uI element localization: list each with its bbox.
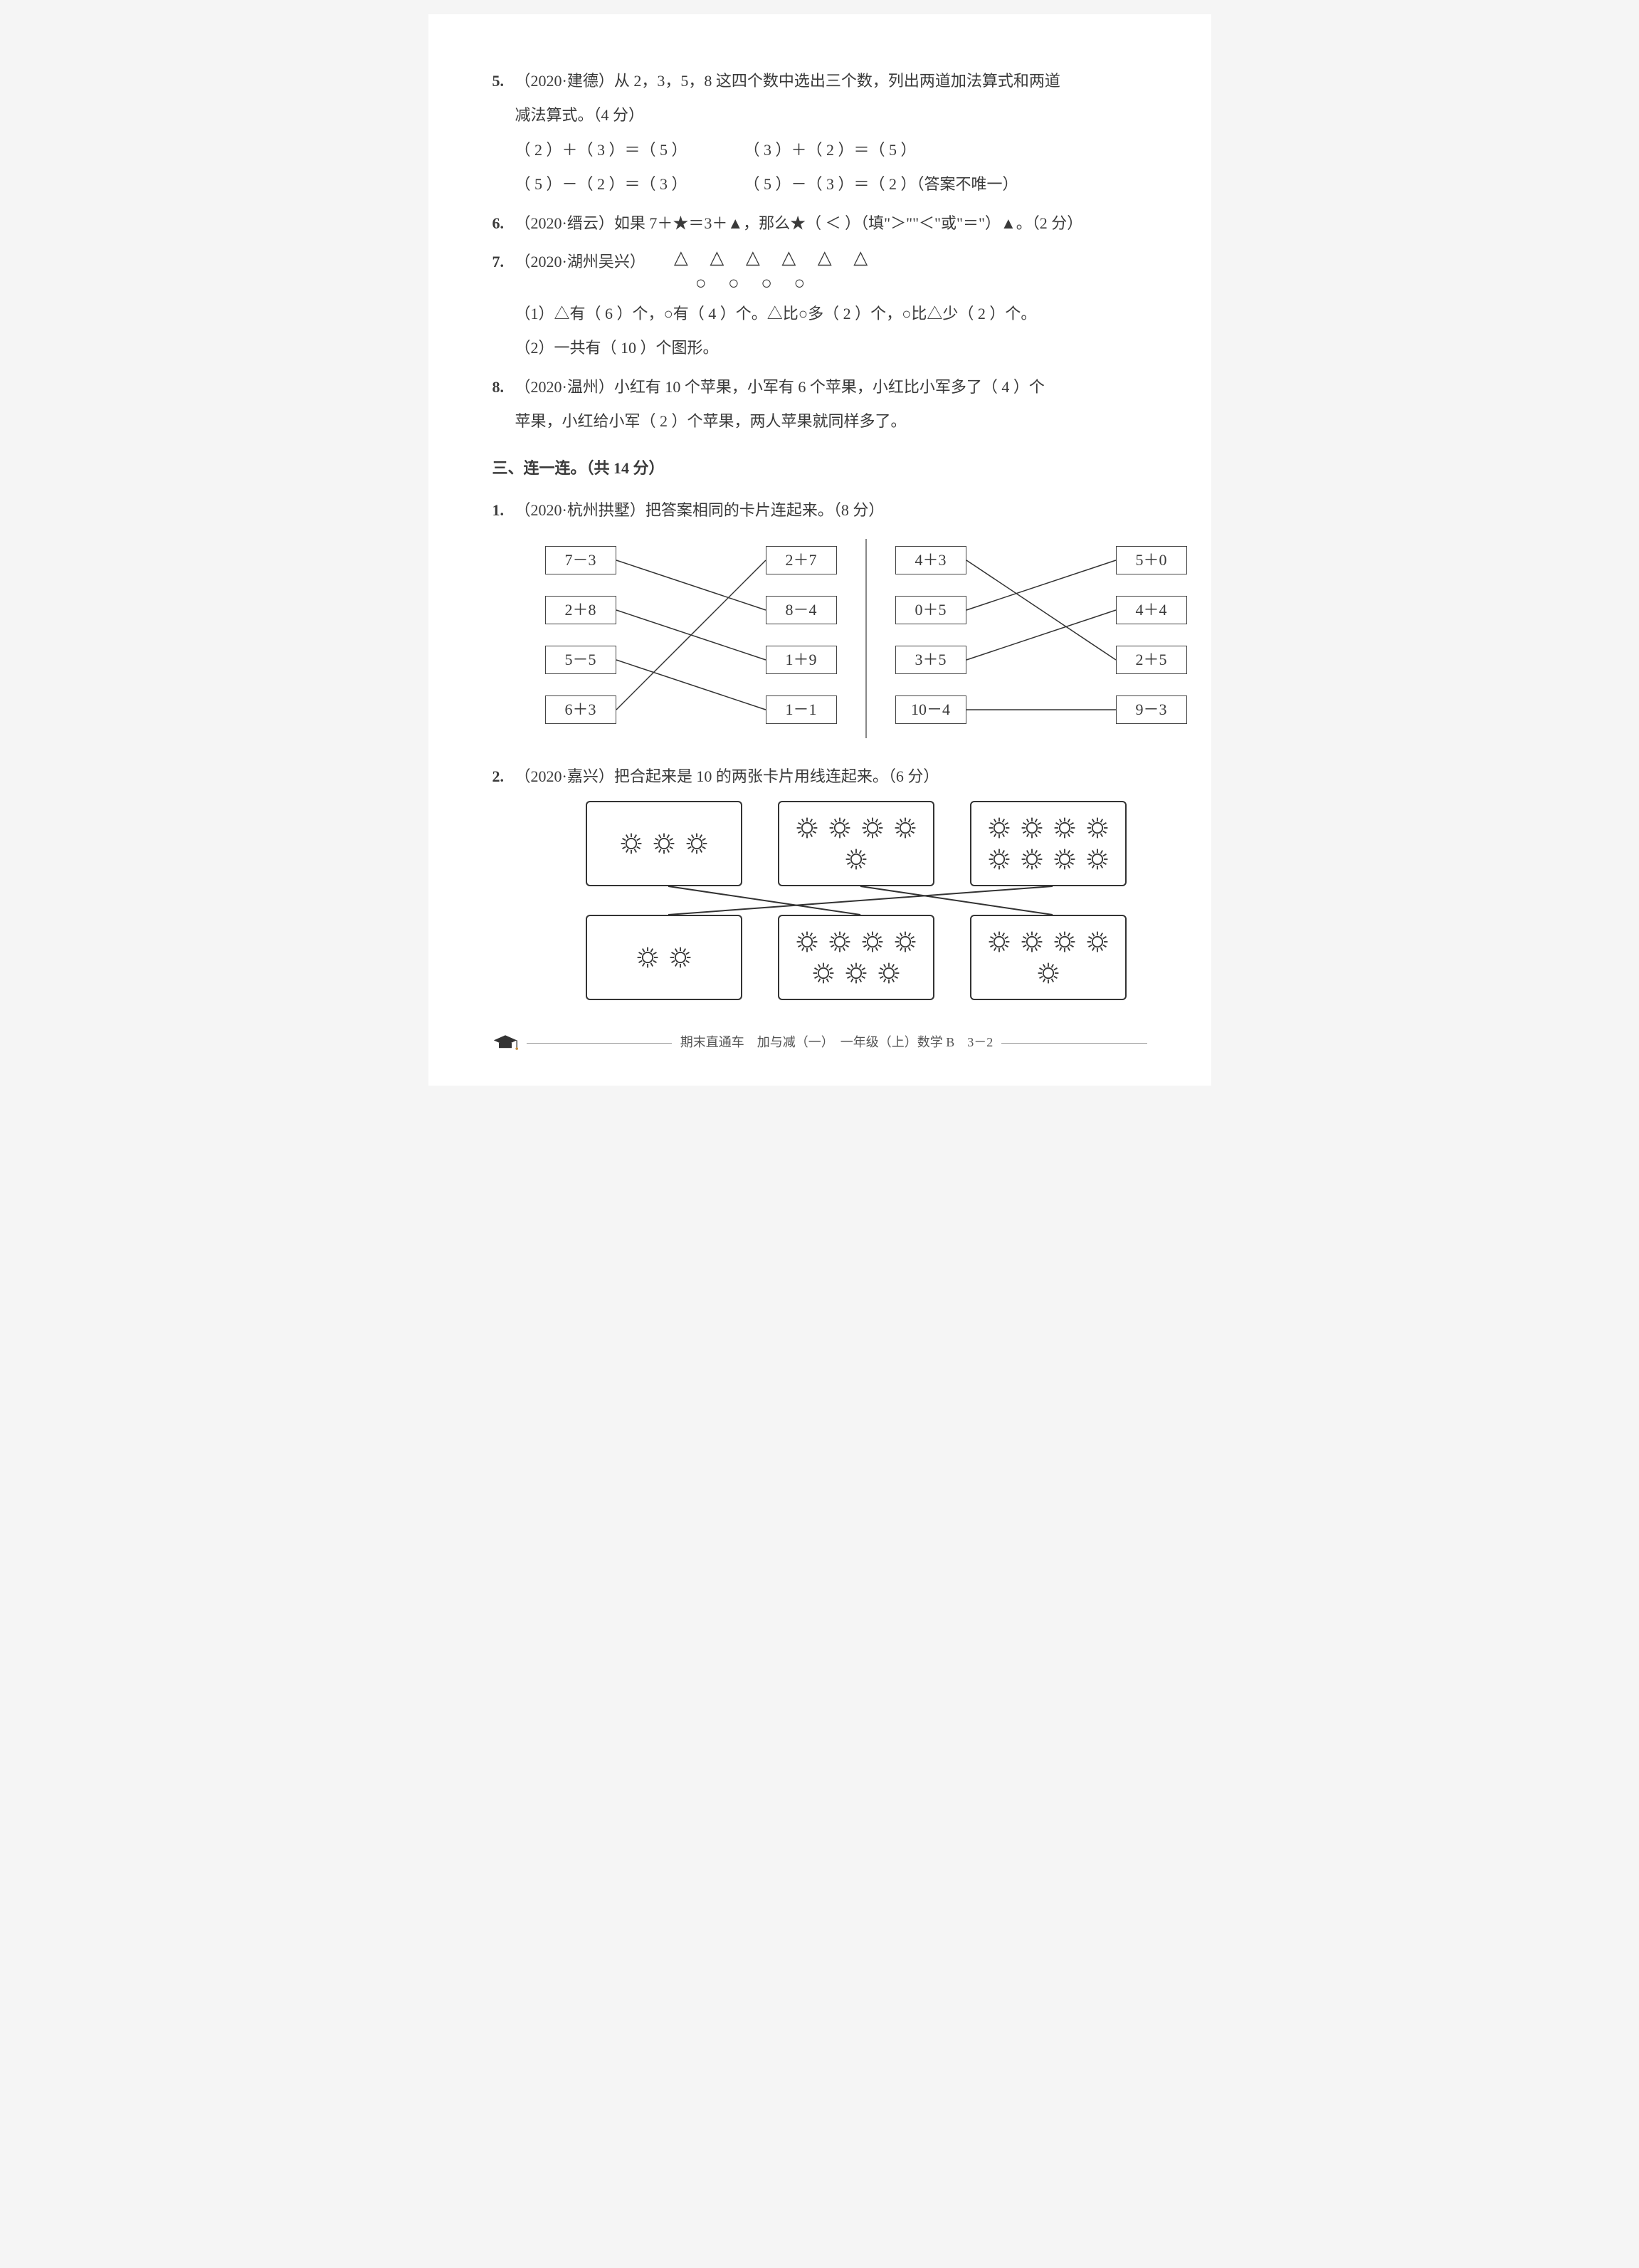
section-3-title: 三、连一连。（共 14 分）	[492, 451, 1147, 485]
q7-label: （2020·湖州吴兴）	[515, 245, 645, 279]
expression-card: 2＋7	[766, 546, 837, 574]
sun-icon	[860, 815, 885, 841]
sun-card	[586, 915, 742, 1000]
expression-card: 0＋5	[895, 596, 966, 624]
sun-icon	[668, 945, 693, 970]
sun-cards-diagram	[515, 801, 1147, 1000]
sun-card	[778, 801, 934, 886]
expression-card: 8－4	[766, 596, 837, 624]
sun-icon	[1085, 815, 1110, 841]
footer-line-right	[1001, 1043, 1147, 1044]
expression-card: 6＋3	[545, 695, 616, 724]
expression-card: 2＋8	[545, 596, 616, 624]
q5-eq1-left: （ 2 ）＋（ 3 ）＝（ 5 ）	[515, 133, 687, 167]
q7-triangles: △ △ △ △ △ △	[674, 245, 876, 271]
sun-icon	[1019, 929, 1045, 955]
sun-icon	[1052, 815, 1077, 841]
sun-icon	[1085, 929, 1110, 955]
question-5: 5. （2020·建德）从 2，3，5，8 这四个数中选出三个数，列出两道加法算…	[492, 64, 1147, 202]
q6-text: （2020·缙云）如果 7＋★＝3＋▲，那么★（ ＜ ）（填"＞""＜"或"＝"…	[515, 206, 1147, 241]
sun-icon	[986, 846, 1012, 872]
sun-icon	[651, 831, 677, 856]
question-7: 7. （2020·湖州吴兴） △ △ △ △ △ △ ○ ○ ○ ○ （1）△有…	[492, 245, 1147, 366]
sun-icon	[794, 815, 820, 841]
q5-number: 5.	[492, 64, 515, 202]
question-6: 6. （2020·缙云）如果 7＋★＝3＋▲，那么★（ ＜ ）（填"＞""＜"或…	[492, 206, 1147, 241]
sun-icon	[986, 815, 1012, 841]
question-8: 8. （2020·温州）小红有 10 个苹果，小军有 6 个苹果，小红比小军多了…	[492, 370, 1147, 439]
sun-icon	[827, 815, 853, 841]
worksheet-page: 5. （2020·建德）从 2，3，5，8 这四个数中选出三个数，列出两道加法算…	[428, 14, 1211, 1086]
question-3-2: 2. （2020·嘉兴）把合起来是 10 的两张卡片用线连起来。（6 分）	[492, 760, 1147, 1007]
q3-1-number: 1.	[492, 493, 515, 755]
expression-card: 7－3	[545, 546, 616, 574]
sun-icon	[1052, 846, 1077, 872]
q3-1-text: （2020·杭州拱墅）把答案相同的卡片连起来。（8 分）	[515, 493, 1194, 527]
sun-icon	[1085, 846, 1110, 872]
sun-icon	[635, 945, 660, 970]
q5-eq2-left: （ 5 ）－（ 2 ）＝（ 3 ）	[515, 167, 687, 201]
sun-icon	[1052, 929, 1077, 955]
q3-2-number: 2.	[492, 760, 515, 1007]
sun-icon	[892, 815, 918, 841]
q5-text-b: 减法算式。（4 分）	[515, 98, 1147, 132]
footer-text: 期末直通车 加与减（一） 一年级（上）数学 B 3－2	[680, 1029, 994, 1057]
sun-icon	[811, 960, 836, 986]
panel-divider	[865, 539, 867, 738]
q8-line1: （2020·温州）小红有 10 个苹果，小军有 6 个苹果，小红比小军多了（ 4…	[515, 370, 1147, 404]
expression-card: 9－3	[1116, 695, 1187, 724]
sun-icon	[843, 846, 869, 872]
q7-shapes: △ △ △ △ △ △ ○ ○ ○ ○	[674, 245, 876, 297]
expression-card: 1－1	[766, 695, 837, 724]
sun-card	[970, 915, 1127, 1000]
expression-card: 5－5	[545, 646, 616, 674]
q7-circles: ○ ○ ○ ○	[674, 271, 876, 296]
sun-icon	[892, 929, 918, 955]
expression-card: 1＋9	[766, 646, 837, 674]
q6-number: 6.	[492, 206, 515, 241]
q5-text-a: （2020·建德）从 2，3，5，8 这四个数中选出三个数，列出两道加法算式和两…	[515, 64, 1147, 98]
q8-number: 8.	[492, 370, 515, 439]
sun-icon	[794, 929, 820, 955]
sun-card	[586, 801, 742, 886]
q3-1-body: （2020·杭州拱墅）把答案相同的卡片连起来。（8 分） 7－3 2＋8 5－5 6＋…	[515, 493, 1194, 755]
expression-card: 4＋4	[1116, 596, 1187, 624]
sun-icon	[1035, 960, 1061, 986]
q8-line2: 苹果，小红给小军（ 2 ）个苹果，两人苹果就同样多了。	[515, 404, 1147, 439]
sun-card	[778, 915, 934, 1000]
expression-card: 4＋3	[895, 546, 966, 574]
q5-eq1-right: （ 3 ）＋（ 2 ）＝（ 5 ）	[744, 133, 917, 167]
page-footer: 期末直通车 加与减（一） 一年级（上）数学 B 3－2	[492, 1029, 1147, 1057]
expression-card: 2＋5	[1116, 646, 1187, 674]
q3-2-body: （2020·嘉兴）把合起来是 10 的两张卡片用线连起来。（6 分）	[515, 760, 1147, 1007]
sun-card	[970, 801, 1127, 886]
connect-panel: 4＋3 0＋5 3＋5 10－4 5＋0 4＋4 2＋5 9－3	[888, 539, 1194, 738]
sun-icon	[684, 831, 710, 856]
sun-icon	[876, 960, 902, 986]
expression-card: 5＋0	[1116, 546, 1187, 574]
q7-body: （2020·湖州吴兴） △ △ △ △ △ △ ○ ○ ○ ○ （1）△有（ 6…	[515, 245, 1147, 366]
question-3-1: 1. （2020·杭州拱墅）把答案相同的卡片连起来。（8 分） 7－32＋85－…	[492, 493, 1147, 755]
sun-icon	[1019, 815, 1045, 841]
sun-icon	[1019, 846, 1045, 872]
graduation-cap-icon	[492, 1034, 518, 1052]
q5-eq2-right: （ 5 ）－（ 3 ）＝（ 2 ）（答案不唯一）	[744, 167, 1018, 201]
footer-line-left	[527, 1043, 672, 1044]
sun-icon	[827, 929, 853, 955]
sun-icon	[860, 929, 885, 955]
expression-card: 3＋5	[895, 646, 966, 674]
q8-body: （2020·温州）小红有 10 个苹果，小军有 6 个苹果，小红比小军多了（ 4…	[515, 370, 1147, 439]
connect-panel: 7－3 2＋8 5－5 6＋3 2＋7 8－4 1＋9 1－1	[538, 539, 844, 738]
q7-line2: （2）一共有（ 10 ）个图形。	[515, 331, 1147, 365]
q5-body: （2020·建德）从 2，3，5，8 这四个数中选出三个数，列出两道加法算式和两…	[515, 64, 1147, 202]
sun-icon	[986, 929, 1012, 955]
q7-line1: （1）△有（ 6 ）个，○有（ 4 ）个。△比○多（ 2 ）个，○比△少（ 2 …	[515, 297, 1147, 331]
sun-icon	[843, 960, 869, 986]
q3-2-text: （2020·嘉兴）把合起来是 10 的两张卡片用线连起来。（6 分）	[515, 760, 1147, 794]
q7-number: 7.	[492, 245, 515, 366]
expression-card: 10－4	[895, 695, 966, 724]
connect-diagram: 7－3 2＋8 5－5 6＋3 2＋7 8－4 1＋9 1－1 4＋3 0＋5 3＋5 10－4 5＋0…	[515, 539, 1194, 738]
sun-icon	[618, 831, 644, 856]
